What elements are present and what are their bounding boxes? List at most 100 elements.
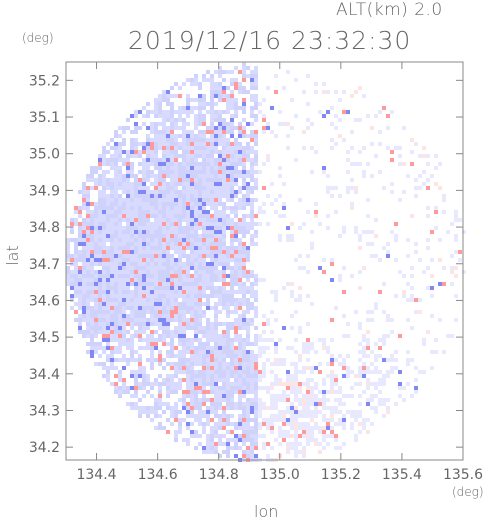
echo-cell	[118, 286, 122, 290]
echo-cell	[186, 338, 190, 342]
echo-cell	[86, 174, 90, 178]
echo-cell	[322, 426, 326, 430]
echo-cell	[210, 118, 214, 122]
echo-cell	[70, 286, 74, 290]
echo-cell	[138, 218, 142, 222]
echo-cell	[102, 258, 106, 262]
echo-cell	[162, 98, 166, 102]
echo-cell	[202, 362, 206, 366]
echo-cell	[206, 306, 210, 310]
echo-cell	[214, 170, 218, 174]
echo-cell	[206, 154, 210, 158]
echo-cell	[238, 258, 242, 262]
echo-cell	[298, 266, 302, 270]
echo-cell	[226, 314, 230, 318]
echo-cell	[370, 310, 374, 314]
echo-cell	[362, 426, 366, 430]
echo-cell	[198, 218, 202, 222]
echo-cell	[114, 358, 118, 362]
echo-cell	[166, 234, 170, 238]
echo-cell	[266, 422, 270, 426]
echo-cell	[218, 358, 222, 362]
echo-cell	[242, 262, 246, 266]
echo-cell	[186, 238, 190, 242]
echo-cell	[158, 146, 162, 150]
echo-cell	[158, 394, 162, 398]
echo-cell	[250, 390, 254, 394]
echo-cell	[158, 234, 162, 238]
echo-cell	[182, 130, 186, 134]
echo-cell	[222, 262, 226, 266]
echo-cell	[174, 182, 178, 186]
echo-cell	[306, 442, 310, 446]
echo-cell	[150, 262, 154, 266]
echo-cell	[214, 206, 218, 210]
echo-cell	[370, 362, 374, 366]
echo-cell	[222, 234, 226, 238]
echo-cell	[162, 194, 166, 198]
echo-cell	[146, 138, 150, 142]
echo-cell	[250, 74, 254, 78]
echo-cell	[182, 294, 186, 298]
echo-cell	[222, 186, 226, 190]
echo-cell	[246, 418, 250, 422]
echo-cell	[162, 366, 166, 370]
echo-cell	[114, 278, 118, 282]
echo-cell	[242, 290, 246, 294]
echo-cell	[70, 270, 74, 274]
echo-cell	[390, 330, 394, 334]
echo-cell	[242, 298, 246, 302]
echo-cell	[194, 362, 198, 366]
echo-cell	[222, 94, 226, 98]
echo-cell	[334, 358, 338, 362]
echo-cell	[90, 354, 94, 358]
echo-cell	[174, 266, 178, 270]
echo-cell	[166, 218, 170, 222]
echo-cell	[146, 158, 150, 162]
echo-cell	[178, 366, 182, 370]
echo-cell	[214, 178, 218, 182]
echo-cell	[150, 162, 154, 166]
echo-cell	[130, 334, 134, 338]
echo-cell	[138, 258, 142, 262]
echo-cell	[230, 438, 234, 442]
echo-cell	[238, 218, 242, 222]
echo-cell	[182, 226, 186, 230]
echo-cell	[298, 198, 302, 202]
echo-cell	[246, 390, 250, 394]
echo-cell	[234, 258, 238, 262]
echo-cell	[246, 222, 250, 226]
echo-cell	[194, 150, 198, 154]
echo-cell	[146, 414, 150, 418]
echo-cell	[210, 258, 214, 262]
echo-cell	[158, 162, 162, 166]
echo-cell	[286, 134, 290, 138]
echo-cell	[194, 394, 198, 398]
echo-cell	[378, 390, 382, 394]
echo-cell	[406, 362, 410, 366]
echo-cell	[194, 238, 198, 242]
echo-cell	[230, 446, 234, 450]
echo-cell	[214, 226, 218, 230]
echo-cell	[234, 190, 238, 194]
echo-cell	[218, 222, 222, 226]
echo-cell	[174, 366, 178, 370]
echo-cell	[106, 170, 110, 174]
echo-cell	[78, 274, 82, 278]
echo-cell	[102, 182, 106, 186]
echo-cell	[110, 326, 114, 330]
echo-cell	[294, 158, 298, 162]
echo-cell	[174, 202, 178, 206]
echo-cell	[202, 302, 206, 306]
echo-cell	[386, 146, 390, 150]
echo-cell	[122, 186, 126, 190]
echo-cell	[158, 326, 162, 330]
echo-cell	[290, 98, 294, 102]
echo-cell	[278, 434, 282, 438]
echo-cell	[202, 358, 206, 362]
echo-cell	[238, 446, 242, 450]
echo-cell	[350, 410, 354, 414]
echo-cell	[230, 166, 234, 170]
echo-cell	[194, 302, 198, 306]
echo-cell	[238, 198, 242, 202]
